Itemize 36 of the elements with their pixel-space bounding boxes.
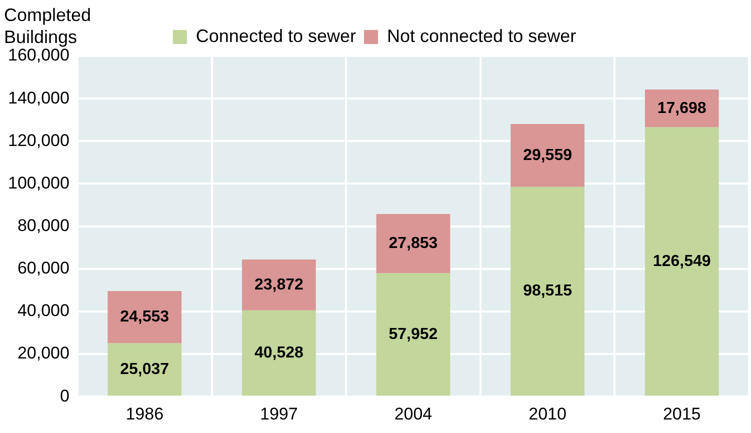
y-axis-title: Completed Buildings xyxy=(4,4,92,48)
bar xyxy=(376,273,450,396)
legend-label: Connected to sewer xyxy=(196,26,356,46)
data-label: 17,698 xyxy=(657,100,706,117)
x-tick-label: 2010 xyxy=(528,404,566,424)
data-label: 40,528 xyxy=(254,344,304,362)
bar xyxy=(644,127,719,396)
y-tick-label: 0 xyxy=(60,386,70,406)
y-tick-label: 40,000 xyxy=(17,301,70,320)
data-label: 29,559 xyxy=(523,146,572,164)
x-tick-label: 2004 xyxy=(394,404,432,424)
y-tick-label: 160,000 xyxy=(8,46,70,65)
y-tick-label: 100,000 xyxy=(8,173,70,192)
bar xyxy=(108,291,182,344)
y-tick-label: 20,000 xyxy=(17,344,70,363)
bar xyxy=(242,310,316,396)
y-tick-label: 120,000 xyxy=(8,130,70,150)
x-tick-label: 1997 xyxy=(260,404,298,424)
y-tick-label: 80,000 xyxy=(17,216,70,235)
data-label: 98,515 xyxy=(523,282,572,300)
bar xyxy=(510,186,584,396)
bar xyxy=(242,260,316,310)
data-label: 23,872 xyxy=(254,276,304,294)
bar xyxy=(510,124,584,187)
bar xyxy=(376,214,450,274)
data-label: 27,853 xyxy=(388,234,438,252)
y-tick-label: 60,000 xyxy=(17,258,70,278)
data-label: 57,952 xyxy=(388,326,438,343)
data-label: 126,549 xyxy=(652,252,711,270)
data-label: 25,037 xyxy=(120,360,170,378)
y-tick-label: 140,000 xyxy=(8,88,70,108)
legend-label: Not connected to sewer xyxy=(386,26,576,46)
bar xyxy=(108,343,182,396)
x-tick-label: 1986 xyxy=(126,404,164,424)
x-tick-label: 2015 xyxy=(662,404,701,424)
data-label: 24,553 xyxy=(120,308,170,326)
